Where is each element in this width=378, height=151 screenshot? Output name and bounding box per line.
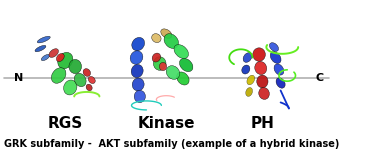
Ellipse shape bbox=[243, 53, 252, 62]
Ellipse shape bbox=[132, 78, 144, 91]
Text: RGS: RGS bbox=[48, 116, 83, 131]
Ellipse shape bbox=[246, 87, 253, 96]
Ellipse shape bbox=[74, 73, 86, 87]
Ellipse shape bbox=[58, 52, 73, 69]
Ellipse shape bbox=[49, 49, 59, 57]
Ellipse shape bbox=[37, 36, 50, 43]
Text: GRK subfamily -  AKT subfamily (example of a hybrid kinase): GRK subfamily - AKT subfamily (example o… bbox=[4, 139, 339, 149]
Ellipse shape bbox=[270, 43, 279, 51]
Ellipse shape bbox=[174, 45, 189, 59]
Ellipse shape bbox=[41, 55, 50, 61]
Ellipse shape bbox=[153, 57, 166, 70]
Ellipse shape bbox=[56, 53, 64, 62]
Ellipse shape bbox=[35, 45, 46, 52]
Ellipse shape bbox=[270, 52, 281, 63]
Text: Kinase: Kinase bbox=[138, 116, 195, 131]
Ellipse shape bbox=[132, 37, 144, 51]
Ellipse shape bbox=[276, 78, 285, 88]
Ellipse shape bbox=[130, 51, 143, 64]
Ellipse shape bbox=[259, 87, 270, 100]
Ellipse shape bbox=[83, 69, 90, 76]
Ellipse shape bbox=[160, 62, 167, 71]
Text: PH: PH bbox=[251, 116, 274, 131]
Ellipse shape bbox=[255, 61, 267, 75]
Ellipse shape bbox=[247, 75, 255, 85]
Ellipse shape bbox=[253, 48, 265, 61]
Ellipse shape bbox=[274, 64, 284, 75]
Ellipse shape bbox=[51, 68, 66, 83]
Ellipse shape bbox=[86, 84, 92, 91]
Ellipse shape bbox=[161, 29, 172, 38]
Ellipse shape bbox=[88, 76, 95, 84]
Ellipse shape bbox=[64, 80, 77, 95]
Ellipse shape bbox=[134, 90, 146, 103]
Ellipse shape bbox=[242, 65, 250, 74]
Text: N: N bbox=[14, 74, 23, 84]
Ellipse shape bbox=[152, 34, 161, 43]
Ellipse shape bbox=[131, 64, 143, 78]
Ellipse shape bbox=[164, 34, 178, 48]
Ellipse shape bbox=[152, 53, 161, 62]
Ellipse shape bbox=[257, 75, 268, 88]
Ellipse shape bbox=[69, 59, 82, 74]
Text: C: C bbox=[315, 74, 324, 84]
Ellipse shape bbox=[180, 58, 193, 72]
Ellipse shape bbox=[166, 66, 180, 79]
Ellipse shape bbox=[177, 72, 189, 85]
